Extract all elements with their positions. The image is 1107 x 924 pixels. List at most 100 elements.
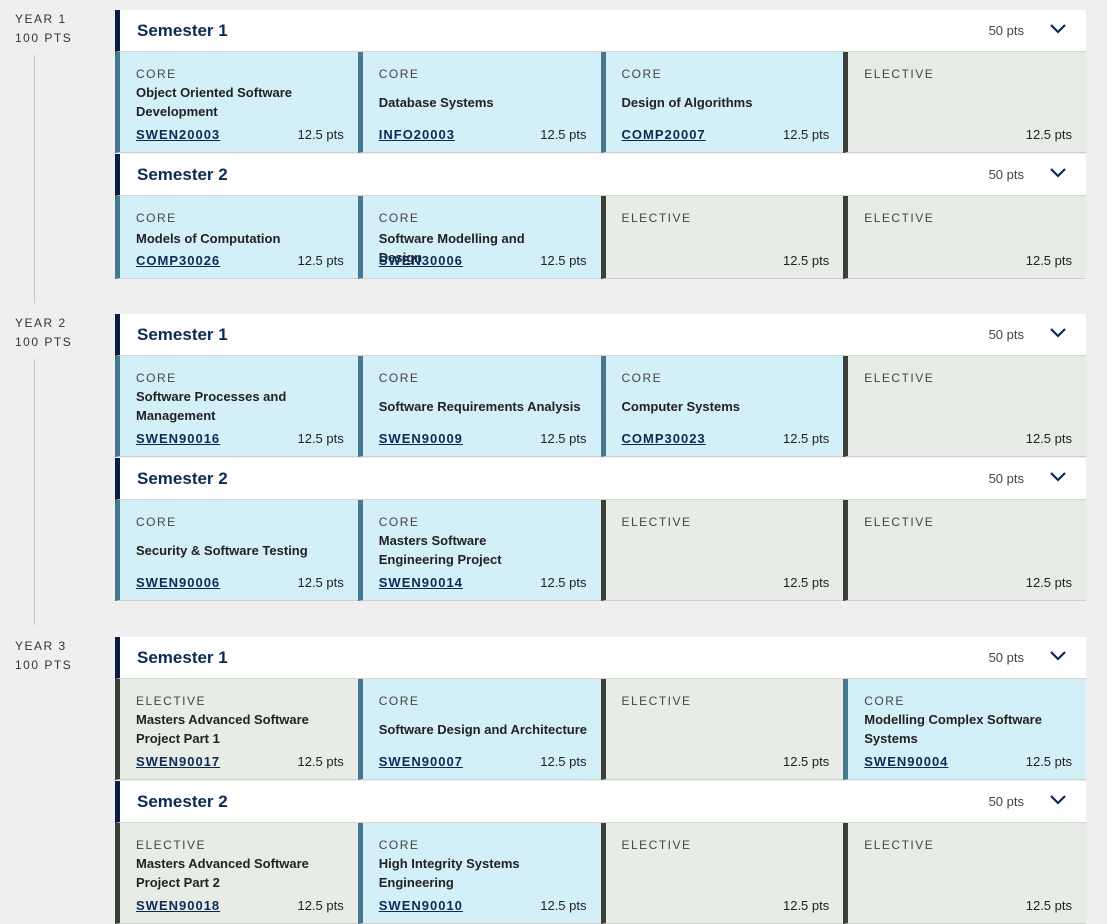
subject-code-link[interactable]: SWEN90018 xyxy=(136,898,221,913)
subject-card[interactable]: ELECTIVE Masters Advanced Software Proje… xyxy=(115,679,358,780)
semester-panel: Semester 1 50 pts CORE Object Oriented S… xyxy=(115,10,1086,153)
subject-code-link[interactable]: COMP20007 xyxy=(621,127,706,142)
year-label: YEAR 2 100 PTS xyxy=(15,314,72,352)
elective-slot[interactable]: ELECTIVE 12.5 pts xyxy=(843,823,1086,924)
subject-card[interactable]: CORE Security & Software Testing SWEN900… xyxy=(115,500,358,601)
subject-card[interactable]: CORE Object Oriented Software Developmen… xyxy=(115,52,358,153)
subject-code-link[interactable]: SWEN20003 xyxy=(136,127,221,142)
subject-type: CORE xyxy=(136,67,177,81)
elective-slot[interactable]: ELECTIVE 12.5 pts xyxy=(600,679,844,780)
semester-header[interactable]: Semester 1 50 pts xyxy=(115,637,1086,679)
subject-card[interactable]: CORE Computer Systems COMP30023 12.5 pts xyxy=(600,356,844,457)
subject-card[interactable]: CORE Masters Software Engineering Projec… xyxy=(357,500,601,601)
subject-card[interactable]: CORE Design of Algorithms COMP20007 12.5… xyxy=(600,52,844,153)
subject-card[interactable]: ELECTIVE Masters Advanced Software Proje… xyxy=(115,823,358,924)
semester-title: Semester 2 xyxy=(137,792,228,811)
subject-type: CORE xyxy=(136,211,177,225)
semester-panel: Semester 2 50 pts CORE Models of Computa… xyxy=(115,154,1086,279)
year-points: 100 PTS xyxy=(15,658,73,672)
elective-slot[interactable]: ELECTIVE 12.5 pts xyxy=(600,196,844,279)
subject-type: ELECTIVE xyxy=(864,838,935,852)
semester-title: Semester 1 xyxy=(137,325,228,344)
subject-name: Models of Computation xyxy=(136,231,281,246)
subject-points: 12.5 pts xyxy=(297,253,344,268)
semester-header[interactable]: Semester 2 50 pts xyxy=(115,154,1086,196)
subject-card[interactable]: CORE High Integrity Systems Engineering … xyxy=(357,823,601,924)
chevron-down-icon[interactable] xyxy=(1048,325,1068,341)
subject-points: 12.5 pts xyxy=(297,127,344,142)
subject-card[interactable]: CORE Database Systems INFO20003 12.5 pts xyxy=(357,52,601,153)
year-title: YEAR 3 xyxy=(15,639,67,653)
chevron-down-icon[interactable] xyxy=(1048,21,1068,37)
subject-code-link[interactable]: SWEN30006 xyxy=(378,253,463,268)
subject-points: 12.5 pts xyxy=(1025,253,1072,268)
semester-points: 50 pts xyxy=(988,167,1024,182)
subject-name: Object Oriented Software Development xyxy=(136,85,293,119)
subject-points: 12.5 pts xyxy=(540,127,587,142)
chevron-down-icon[interactable] xyxy=(1048,792,1068,808)
subject-code-link[interactable]: SWEN90006 xyxy=(136,575,221,590)
subject-type: ELECTIVE xyxy=(621,515,692,529)
subject-name: Security & Software Testing xyxy=(136,543,308,558)
subject-code-link[interactable]: COMP30026 xyxy=(136,253,221,268)
subject-code-link[interactable]: SWEN90009 xyxy=(378,431,463,446)
chevron-down-icon[interactable] xyxy=(1048,165,1068,181)
subject-type: CORE xyxy=(378,211,420,225)
subject-code-link[interactable]: SWEN90014 xyxy=(378,575,463,590)
year-title: YEAR 1 xyxy=(15,12,67,26)
semester-points: 50 pts xyxy=(988,23,1024,38)
subject-type: CORE xyxy=(621,67,663,81)
year-points: 100 PTS xyxy=(15,335,73,349)
subject-type: CORE xyxy=(378,515,420,529)
elective-slot[interactable]: ELECTIVE 12.5 pts xyxy=(843,52,1086,153)
subject-type: CORE xyxy=(378,694,420,708)
subject-code-link[interactable]: SWEN90007 xyxy=(378,754,463,769)
semester-points: 50 pts xyxy=(988,327,1024,342)
subject-code-link[interactable]: SWEN90004 xyxy=(864,754,949,769)
elective-slot[interactable]: ELECTIVE 12.5 pts xyxy=(600,500,844,601)
year-points: 100 PTS xyxy=(15,31,73,45)
subject-code-link[interactable]: SWEN90017 xyxy=(136,754,221,769)
semester-panel: Semester 2 50 pts ELECTIVE Masters Advan… xyxy=(115,781,1086,924)
subject-card[interactable]: CORE Models of Computation COMP30026 12.… xyxy=(115,196,358,279)
subject-points: 12.5 pts xyxy=(297,575,344,590)
chevron-down-icon[interactable] xyxy=(1048,469,1068,485)
subject-code-link[interactable]: INFO20003 xyxy=(378,127,455,142)
subject-card[interactable]: CORE Modelling Complex Software Systems … xyxy=(843,679,1086,780)
subject-code-link[interactable]: SWEN90010 xyxy=(378,898,463,913)
subject-name: Masters Software Engineering Project xyxy=(378,533,502,567)
subject-card[interactable]: CORE Software Design and Architecture SW… xyxy=(357,679,601,780)
semester-header[interactable]: Semester 2 50 pts xyxy=(115,781,1086,823)
chevron-down-icon[interactable] xyxy=(1048,648,1068,664)
semester-points: 50 pts xyxy=(988,471,1024,486)
year-label: YEAR 3 100 PTS xyxy=(15,637,72,675)
subject-points: 12.5 pts xyxy=(782,754,830,769)
subject-type: CORE xyxy=(136,371,177,385)
subject-card[interactable]: CORE Software Modelling and Design SWEN3… xyxy=(357,196,601,279)
subject-code-link[interactable]: COMP30023 xyxy=(621,431,706,446)
subject-name: Masters Advanced Software Project Part 2 xyxy=(136,856,309,890)
semester-header[interactable]: Semester 2 50 pts xyxy=(115,458,1086,500)
subject-points: 12.5 pts xyxy=(540,754,587,769)
subject-name: Software Processes and Management xyxy=(136,389,287,423)
elective-slot[interactable]: ELECTIVE 12.5 pts xyxy=(843,500,1086,601)
subject-name: High Integrity Systems Engineering xyxy=(378,856,520,890)
elective-slot[interactable]: ELECTIVE 12.5 pts xyxy=(843,356,1086,457)
subject-name: Modelling Complex Software Systems xyxy=(864,712,1042,746)
semester-header[interactable]: Semester 1 50 pts xyxy=(115,10,1086,52)
subject-card[interactable]: CORE Software Processes and Management S… xyxy=(115,356,358,457)
semester-title: Semester 2 xyxy=(137,165,228,184)
subject-type: CORE xyxy=(378,371,420,385)
subject-type: ELECTIVE xyxy=(136,694,207,708)
semester-header[interactable]: Semester 1 50 pts xyxy=(115,314,1086,356)
elective-slot[interactable]: ELECTIVE 12.5 pts xyxy=(843,196,1086,279)
subject-code-link[interactable]: SWEN90016 xyxy=(136,431,221,446)
year-title: YEAR 2 xyxy=(15,316,67,330)
subject-type: ELECTIVE xyxy=(864,371,935,385)
subject-type: ELECTIVE xyxy=(621,838,692,852)
semester-points: 50 pts xyxy=(988,650,1024,665)
semester-panel: Semester 1 50 pts CORE Software Processe… xyxy=(115,314,1086,457)
subject-name: Design of Algorithms xyxy=(621,95,753,110)
subject-card[interactable]: CORE Software Requirements Analysis SWEN… xyxy=(357,356,601,457)
elective-slot[interactable]: ELECTIVE 12.5 pts xyxy=(600,823,844,924)
